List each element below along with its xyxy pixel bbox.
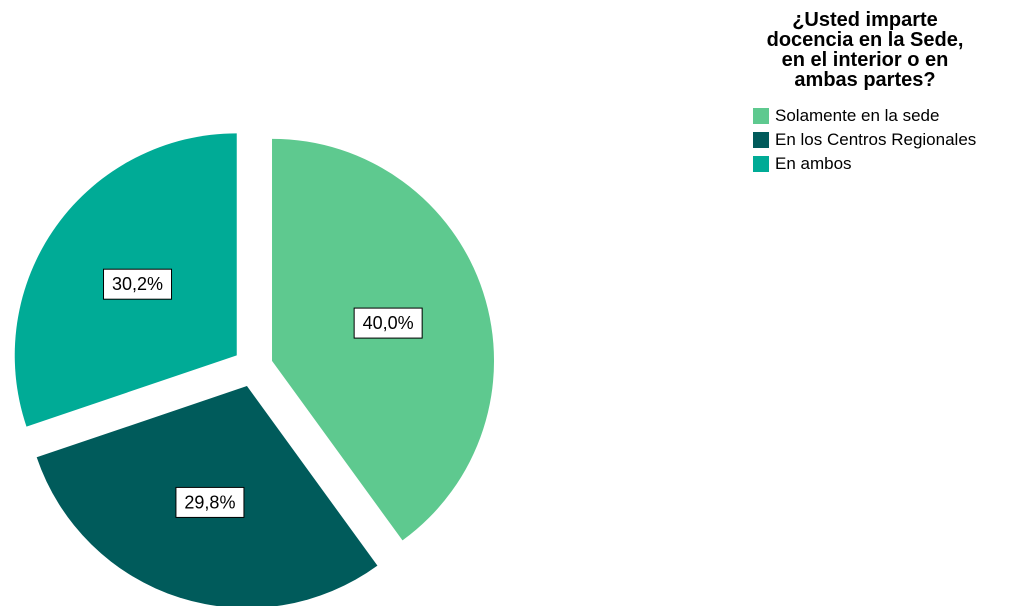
legend-swatch bbox=[753, 132, 769, 148]
legend-label: Solamente en la sede bbox=[775, 106, 940, 125]
data-label-box bbox=[103, 268, 173, 300]
legend-label: En los Centros Regionales bbox=[775, 130, 977, 149]
legend-item-centros-regionales: En los Centros Regionales bbox=[753, 128, 1027, 152]
data-label-text: 40,0% bbox=[363, 313, 414, 333]
legend-title-line: ambas partes? bbox=[794, 69, 936, 91]
data-label-text: 29,8% bbox=[184, 492, 235, 512]
legend-items: Solamente en la sede En los Centros Regi… bbox=[740, 104, 1027, 176]
chart-legend: ¿Usted imparte docencia en la Sede, en e… bbox=[740, 10, 1027, 176]
legend-swatch bbox=[753, 108, 769, 124]
slice-data-label: 30,2% bbox=[103, 268, 173, 300]
legend-title-line: docencia en la Sede, bbox=[766, 29, 964, 51]
slice-data-label: 29,8% bbox=[175, 486, 245, 518]
legend-title-line: ¿Usted imparte bbox=[792, 9, 938, 31]
data-label-box bbox=[175, 486, 245, 518]
legend-item-solamente-sede: Solamente en la sede bbox=[753, 104, 1027, 128]
legend-label: En ambos bbox=[775, 154, 852, 173]
slice-data-label: 40,0% bbox=[353, 307, 423, 339]
data-label-text: 30,2% bbox=[112, 274, 163, 294]
legend-title: ¿Usted imparte docencia en la Sede, en e… bbox=[740, 10, 990, 90]
legend-swatch bbox=[753, 156, 769, 172]
legend-item-en-ambos: En ambos bbox=[753, 152, 1027, 176]
pie-slice bbox=[272, 138, 495, 541]
data-label-box bbox=[353, 307, 423, 339]
legend-title-line: en el interior o en bbox=[781, 49, 949, 71]
